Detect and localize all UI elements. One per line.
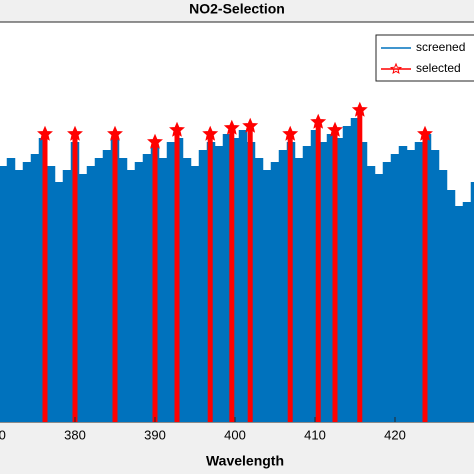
selected-marker	[417, 125, 433, 141]
screened-stem	[374, 174, 384, 422]
screened-stem	[94, 158, 104, 422]
screened-stem	[430, 150, 440, 422]
screened-stem	[270, 162, 280, 422]
selected-stem	[152, 142, 158, 422]
selected-stem	[315, 122, 321, 422]
selected-marker	[282, 125, 299, 141]
screened-stem	[142, 154, 152, 422]
screened-stem	[214, 146, 224, 422]
selected-stem	[332, 130, 338, 422]
screened-stem	[382, 162, 392, 422]
screened-stem	[86, 166, 96, 422]
screened-stem	[446, 190, 456, 422]
legend-label: screened	[416, 40, 465, 54]
screened-stem	[366, 166, 376, 422]
screened-stem	[350, 118, 360, 422]
selected-marker	[202, 125, 219, 141]
selected-marker	[107, 125, 123, 141]
selected-marker	[223, 119, 240, 135]
screened-stem	[118, 158, 128, 422]
screened-stem	[262, 170, 272, 422]
screened-stem	[454, 206, 464, 422]
selected-stem	[112, 134, 118, 422]
selected-stem	[207, 134, 213, 422]
screened-stem	[310, 130, 320, 422]
selected-marker	[242, 117, 259, 133]
x-tick-label: 390	[144, 427, 166, 442]
chart-title: NO2-Selection	[189, 1, 285, 17]
selected-marker	[327, 121, 343, 137]
x-tick-label: 400	[224, 427, 246, 442]
screened-stem	[126, 170, 136, 422]
legend-marker	[389, 62, 403, 75]
screened-stem	[414, 142, 424, 422]
legend-label: selected	[416, 61, 461, 75]
x-tick-label: 420	[384, 427, 406, 442]
screened-stem	[462, 202, 472, 422]
selected-stem	[72, 134, 78, 422]
screened-stem	[30, 154, 40, 422]
selected-stem	[42, 134, 48, 422]
screened-stem	[54, 182, 64, 422]
screened-stem	[390, 154, 400, 422]
x-tick-label: 380	[64, 427, 86, 442]
screened-stem	[222, 134, 232, 422]
screened-stem	[14, 170, 24, 422]
screened-stem	[470, 182, 474, 422]
screened-stem	[438, 170, 448, 422]
screened-stem	[46, 166, 56, 422]
screened-stem	[102, 150, 112, 422]
screened-stem	[294, 158, 304, 422]
screened-stem	[326, 134, 336, 422]
selected-marker	[351, 101, 368, 117]
screened-stem	[6, 158, 16, 422]
screened-stem	[334, 138, 344, 422]
selected-stem	[287, 134, 293, 422]
screened-stem	[398, 146, 408, 422]
screened-stem	[230, 138, 240, 422]
screened-stem	[358, 142, 368, 422]
legend-box	[375, 34, 474, 82]
marks	[0, 101, 474, 422]
selected-stem	[247, 126, 253, 422]
screened-stem	[278, 150, 288, 422]
screened-stem	[62, 170, 72, 422]
screened-stem	[134, 162, 144, 422]
selected-stem	[357, 110, 363, 422]
screened-stem	[238, 130, 248, 422]
x-tick-label: 410	[304, 427, 326, 442]
selected-stem	[174, 130, 180, 422]
screened-stem	[166, 142, 176, 422]
screened-stem	[302, 146, 312, 422]
x-axis-label: Wavelength	[206, 453, 284, 469]
screened-stem	[158, 158, 168, 422]
screened-stem	[22, 162, 32, 422]
screened-stem	[254, 158, 264, 422]
selected-marker	[147, 133, 163, 149]
screened-stem	[190, 166, 200, 422]
screened-stem	[342, 126, 352, 422]
screened-stem	[198, 150, 208, 422]
x-tick-label: 370	[0, 427, 6, 442]
selected-marker	[310, 113, 327, 129]
screened-stem	[0, 166, 8, 422]
selected-marker	[169, 121, 185, 137]
screened-stem	[182, 158, 192, 422]
screened-stem	[318, 142, 328, 422]
screened-stem	[78, 174, 88, 422]
selected-stem	[422, 134, 428, 422]
selected-stem	[229, 128, 235, 422]
screened-stem	[406, 150, 416, 422]
selected-marker	[67, 125, 83, 141]
selected-marker	[37, 125, 53, 141]
